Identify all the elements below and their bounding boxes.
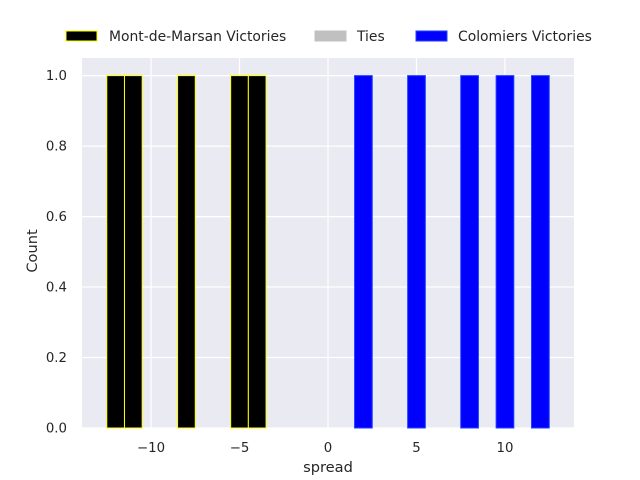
y-tick-label: 0.2 bbox=[46, 351, 67, 366]
x-tick-label: 10 bbox=[497, 441, 514, 456]
x-tick-label: −5 bbox=[230, 441, 250, 456]
histogram-bar bbox=[495, 75, 515, 429]
legend-label: Ties bbox=[356, 29, 385, 45]
legend-label: Mont-de-Marsan Victories bbox=[109, 29, 286, 45]
y-tick-labels: 0.0 0.2 0.4 0.6 0.8 1.0 bbox=[46, 69, 67, 436]
histogram-bar bbox=[407, 75, 426, 429]
legend-swatch bbox=[65, 30, 98, 42]
y-tick-label: 0.8 bbox=[46, 140, 67, 155]
y-axis-label: Count bbox=[24, 229, 41, 273]
histogram-bar bbox=[354, 75, 373, 429]
y-tick-label: 0.0 bbox=[46, 422, 67, 437]
histogram-bar bbox=[531, 75, 550, 429]
histogram-bar bbox=[460, 75, 479, 429]
x-tick-label: −10 bbox=[137, 441, 165, 456]
y-tick-label: 1.0 bbox=[46, 69, 67, 84]
histogram-bar bbox=[247, 75, 267, 429]
y-tick-label: 0.6 bbox=[46, 210, 67, 225]
histogram-bar bbox=[106, 75, 125, 429]
x-tick-label: 5 bbox=[412, 441, 420, 456]
bars bbox=[106, 75, 550, 429]
histogram-bar bbox=[123, 75, 143, 429]
histogram-bar bbox=[177, 75, 196, 429]
x-tick-label: 0 bbox=[324, 441, 332, 456]
legend-swatch bbox=[415, 30, 448, 42]
histogram-bar bbox=[230, 75, 249, 429]
legend-label: Colomiers Victories bbox=[458, 29, 592, 45]
x-axis-label: spread bbox=[303, 459, 353, 476]
x-tick-labels: −10 −5 0 5 10 bbox=[137, 441, 513, 456]
legend: Mont-de-Marsan Victories Ties Colomiers Vi… bbox=[65, 29, 592, 45]
y-tick-label: 0.4 bbox=[46, 281, 67, 296]
legend-swatch bbox=[314, 30, 347, 42]
